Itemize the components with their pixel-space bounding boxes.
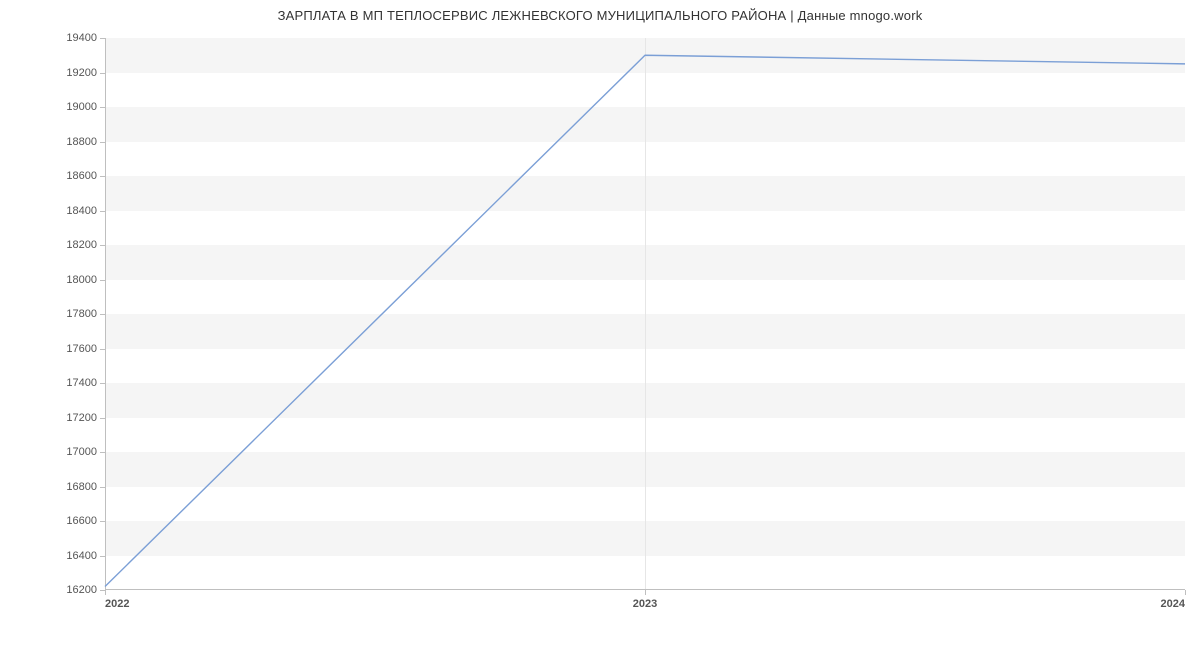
x-tick-label: 2022 bbox=[105, 590, 129, 610]
chart-series-layer bbox=[105, 38, 1185, 590]
x-tick-mark bbox=[645, 590, 646, 595]
chart-title: ЗАРПЛАТА В МП ТЕПЛОСЕРВИС ЛЕЖНЕВСКОГО МУ… bbox=[0, 8, 1200, 23]
x-tick-mark bbox=[105, 590, 106, 595]
x-tick-mark bbox=[1185, 590, 1186, 595]
salary-line-chart: ЗАРПЛАТА В МП ТЕПЛОСЕРВИС ЛЕЖНЕВСКОГО МУ… bbox=[0, 0, 1200, 650]
x-tick-label: 2024 bbox=[1161, 590, 1185, 610]
series-line-salary bbox=[105, 55, 1185, 586]
plot-area: 1620016400166001680017000172001740017600… bbox=[105, 38, 1185, 590]
